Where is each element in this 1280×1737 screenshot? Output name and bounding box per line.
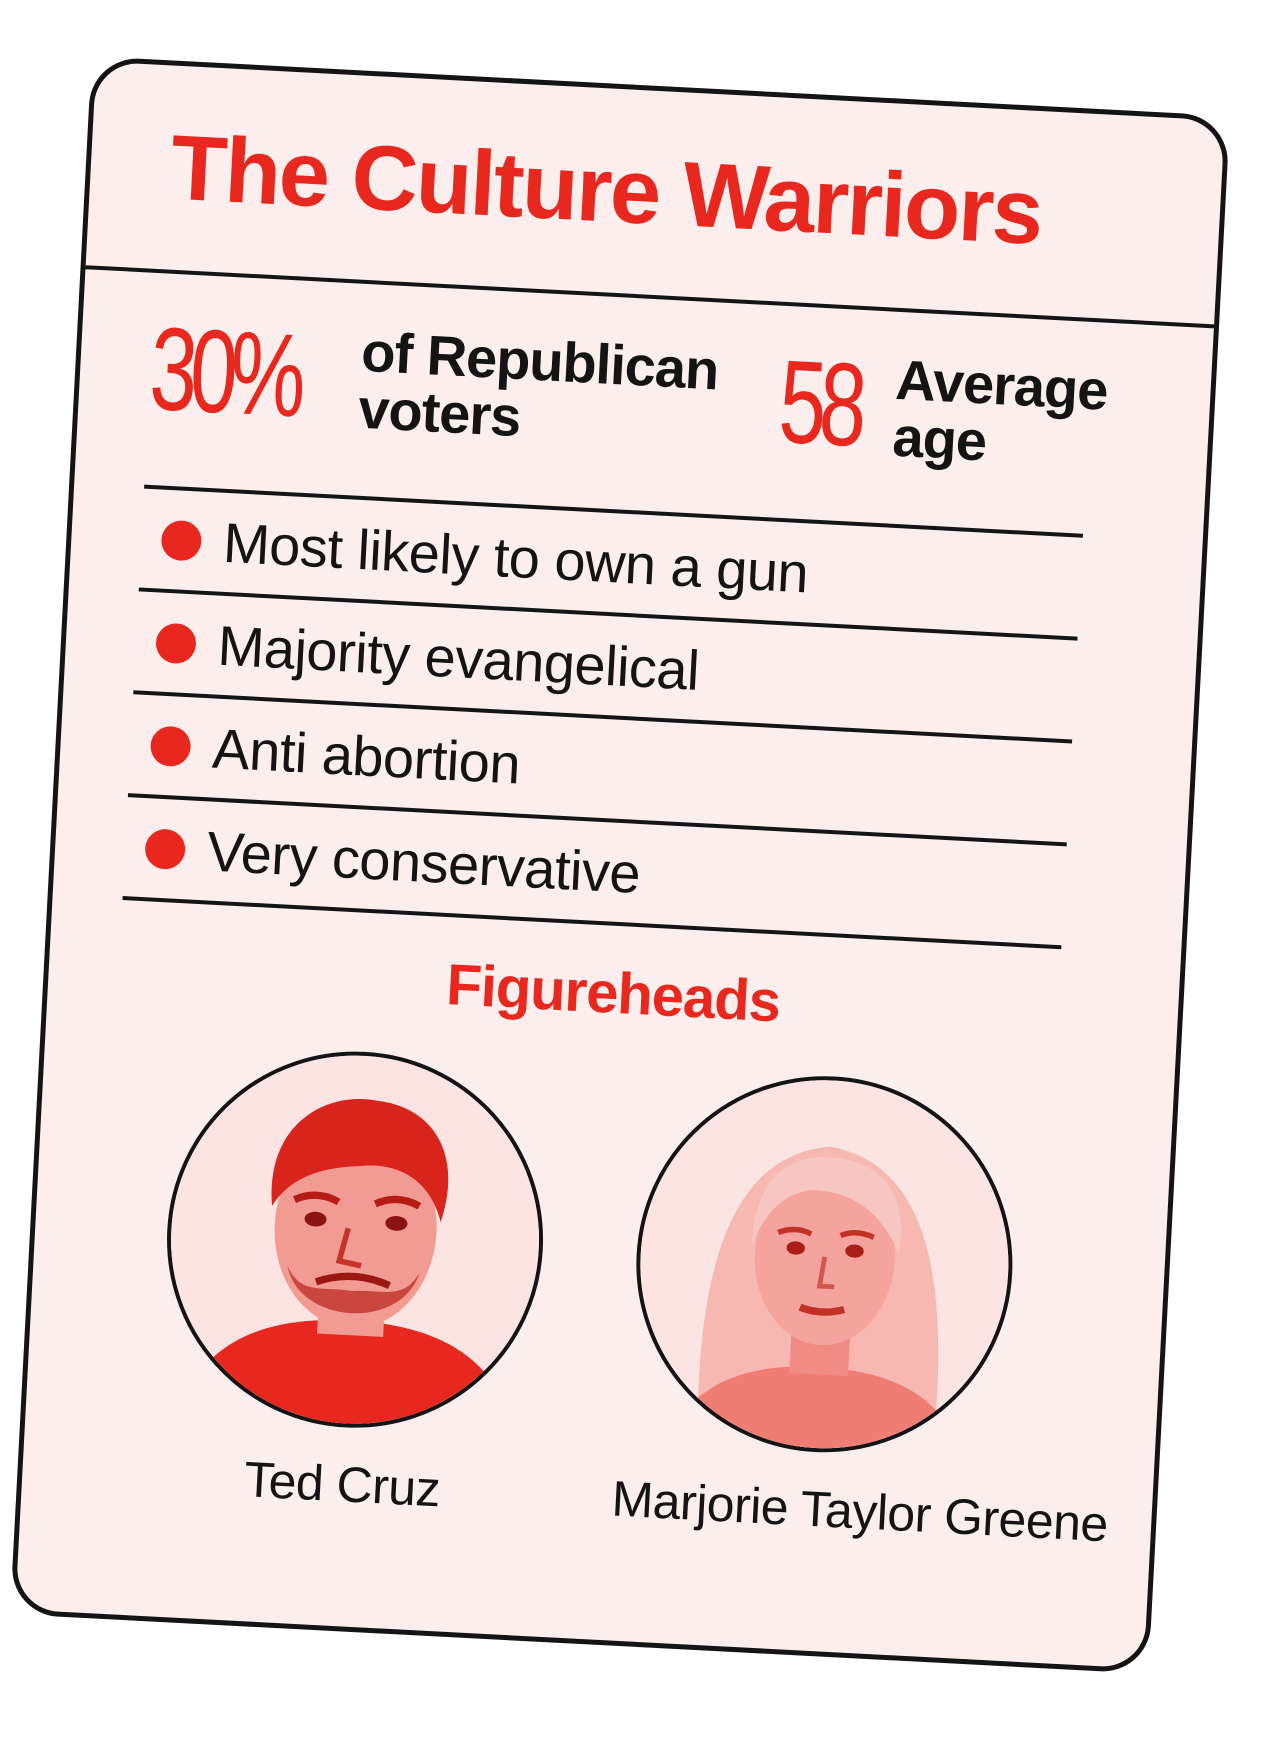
trait-text: Most likely to own a gun bbox=[221, 510, 810, 605]
figurehead-marjorie-taylor-greene: Marjorie Taylor Greene bbox=[610, 1066, 1110, 1553]
stat-voter-share-value: 30% bbox=[146, 302, 303, 443]
card-title: The Culture Warriors bbox=[168, 116, 1044, 265]
portrait-ted-cruz bbox=[157, 1042, 553, 1438]
trait-text: Very conservative bbox=[205, 819, 642, 906]
bullet-dot-icon bbox=[160, 519, 203, 562]
stat-average-age-value: 58 bbox=[776, 335, 863, 472]
stat-voter-share: 30% of Republican voters bbox=[146, 302, 720, 458]
stats-row: 30% of Republican voters 58 Average age bbox=[146, 302, 1142, 512]
bullet-dot-icon bbox=[154, 621, 198, 664]
stat-average-age-label: Average age bbox=[891, 348, 1109, 476]
bullet-dot-icon bbox=[149, 724, 192, 767]
man-portrait-icon bbox=[161, 1046, 549, 1434]
stat-average-age: 58 Average age bbox=[776, 335, 1109, 478]
figurehead-ted-cruz: Ted Cruz bbox=[141, 1041, 565, 1523]
trait-list: Most likely to own a gun Majority evange… bbox=[122, 484, 1083, 950]
woman-portrait-icon bbox=[631, 1070, 1018, 1458]
bullet-dot-icon bbox=[144, 827, 187, 870]
figurehead-name: Marjorie Taylor Greene bbox=[610, 1470, 1110, 1553]
portrait-marjorie-taylor-greene bbox=[626, 1066, 1022, 1462]
trait-text: Majority evangelical bbox=[216, 613, 701, 702]
trait-text: Anti abortion bbox=[210, 716, 522, 796]
voter-profile-card: The Culture Warriors 30% of Republican v… bbox=[9, 56, 1231, 1674]
stat-voter-share-label: of Republican voters bbox=[357, 320, 720, 456]
figureheads-heading: Figureheads bbox=[444, 952, 782, 1035]
figurehead-name: Ted Cruz bbox=[242, 1451, 442, 1518]
